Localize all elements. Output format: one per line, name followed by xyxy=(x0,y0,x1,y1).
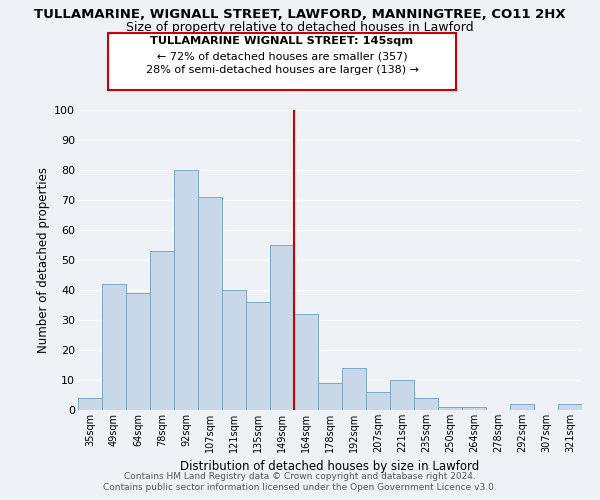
Text: ← 72% of detached houses are smaller (357): ← 72% of detached houses are smaller (35… xyxy=(157,52,407,62)
Bar xyxy=(126,293,150,410)
Bar xyxy=(294,314,318,410)
X-axis label: Distribution of detached houses by size in Lawford: Distribution of detached houses by size … xyxy=(181,460,479,473)
Bar xyxy=(318,383,342,410)
Text: Contains public sector information licensed under the Open Government Licence v3: Contains public sector information licen… xyxy=(103,484,497,492)
Bar xyxy=(78,398,102,410)
Bar xyxy=(558,404,582,410)
Text: TULLAMARINE, WIGNALL STREET, LAWFORD, MANNINGTREE, CO11 2HX: TULLAMARINE, WIGNALL STREET, LAWFORD, MA… xyxy=(34,8,566,20)
Bar xyxy=(462,407,486,410)
Text: Size of property relative to detached houses in Lawford: Size of property relative to detached ho… xyxy=(126,22,474,35)
Bar xyxy=(174,170,198,410)
Bar xyxy=(366,392,390,410)
Text: Contains HM Land Registry data © Crown copyright and database right 2024.: Contains HM Land Registry data © Crown c… xyxy=(124,472,476,481)
Bar xyxy=(102,284,126,410)
Bar xyxy=(270,245,294,410)
Bar xyxy=(246,302,270,410)
Text: 28% of semi-detached houses are larger (138) →: 28% of semi-detached houses are larger (… xyxy=(146,65,419,75)
Bar xyxy=(198,197,222,410)
Bar xyxy=(222,290,246,410)
Text: TULLAMARINE WIGNALL STREET: 145sqm: TULLAMARINE WIGNALL STREET: 145sqm xyxy=(151,36,413,46)
Bar xyxy=(390,380,414,410)
Bar xyxy=(342,368,366,410)
Y-axis label: Number of detached properties: Number of detached properties xyxy=(37,167,50,353)
Bar xyxy=(414,398,438,410)
Bar xyxy=(150,251,174,410)
Bar xyxy=(510,404,534,410)
Bar xyxy=(438,407,462,410)
